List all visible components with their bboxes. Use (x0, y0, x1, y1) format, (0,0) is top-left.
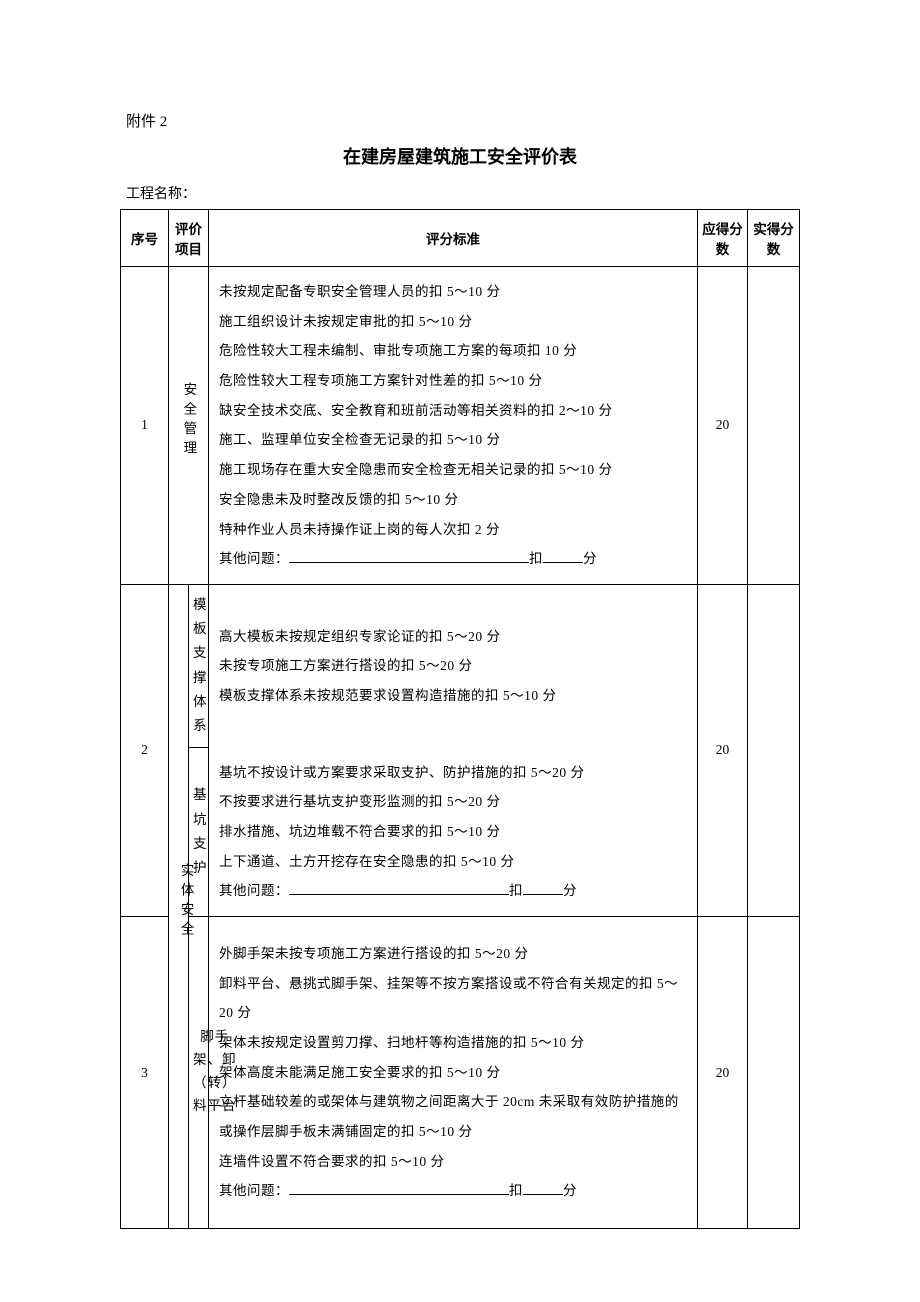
blank-line (289, 1182, 509, 1196)
project-name-label: 工程名称： (126, 183, 800, 203)
criteria-cell: 外脚手架未按专项施工方案进行搭设的扣 5～20 分 卸料平台、悬挑式脚手架、挂架… (209, 916, 698, 1228)
max-cell: 20 (698, 267, 748, 585)
criteria-line: 缺安全技术交底、安全教育和班前活动等相关资料的扣 2～10 分 (219, 396, 687, 426)
header-max: 应得分数 (698, 210, 748, 267)
other-line: 其他问题：扣分 (219, 876, 687, 906)
header-category: 评价项目 (169, 210, 209, 267)
header-criteria: 评分标准 (209, 210, 698, 267)
criteria-line: 立杆基础较差的或架体与建筑物之间距离大于 20cm 未采取有效防护措施的或操作层… (219, 1087, 687, 1146)
criteria-line: 架体高度未能满足施工安全要求的扣 5～10 分 (219, 1058, 687, 1088)
criteria-line: 施工现场存在重大安全隐患而安全检查无相关记录的扣 5～10 分 (219, 455, 687, 485)
criteria-line: 安全隐患未及时整改反馈的扣 5～10 分 (219, 485, 687, 515)
criteria-line: 卸料平台、悬挑式脚手架、挂架等不按方案搭设或不符合有关规定的扣 5～20 分 (219, 969, 687, 1028)
criteria-line: 外脚手架未按专项施工方案进行搭设的扣 5～20 分 (219, 939, 687, 969)
table-row: 1 安全管理 未按规定配备专职安全管理人员的扣 5～10 分 施工组织设计未按规… (121, 267, 800, 585)
criteria-line: 基坑不按设计或方案要求采取支护、防护措施的扣 5～20 分 (219, 758, 687, 788)
criteria-line: 危险性较大工程专项施工方案针对性差的扣 5～10 分 (219, 366, 687, 396)
category-big-cell: 实体安全 (169, 584, 189, 1228)
table-row: 2 实体安全 模板支撑体系 高大模板未按规定组织专家论证的扣 5～20 分 未按… (121, 584, 800, 747)
other-line: 其他问题：扣分 (219, 1176, 687, 1206)
criteria-line: 施工组织设计未按规定审批的扣 5～10 分 (219, 307, 687, 337)
actual-cell (748, 916, 800, 1228)
criteria-line: 架体未按规定设置剪刀撑、扫地杆等构造措施的扣 5～10 分 (219, 1028, 687, 1058)
header-seq: 序号 (121, 210, 169, 267)
actual-cell (748, 267, 800, 585)
criteria-cell: 高大模板未按规定组织专家论证的扣 5～20 分 未按专项施工方案进行搭设的扣 5… (209, 584, 698, 747)
criteria-line: 施工、监理单位安全检查无记录的扣 5～10 分 (219, 425, 687, 455)
category-cell: 安全管理 (169, 267, 209, 585)
criteria-line: 未按规定配备专职安全管理人员的扣 5～10 分 (219, 277, 687, 307)
criteria-line: 模板支撑体系未按规范要求设置构造措施的扣 5～10 分 (219, 681, 687, 711)
criteria-line: 特种作业人员未持操作证上岗的每人次扣 2 分 (219, 515, 687, 545)
header-actual: 实得分数 (748, 210, 800, 267)
other-line: 其他问题：扣分 (219, 544, 687, 574)
blank-line (523, 1182, 563, 1196)
blank-line (289, 882, 509, 896)
criteria-line: 连墙件设置不符合要求的扣 5～10 分 (219, 1147, 687, 1177)
max-cell: 20 (698, 916, 748, 1228)
criteria-cell: 基坑不按设计或方案要求采取支护、防护措施的扣 5～20 分 不按要求进行基坑支护… (209, 748, 698, 917)
max-cell: 20 (698, 584, 748, 916)
seq-cell: 2 (121, 584, 169, 916)
actual-cell (748, 584, 800, 916)
criteria-line: 上下通道、土方开挖存在安全隐患的扣 5～10 分 (219, 847, 687, 877)
header-row: 序号 评价项目 评分标准 应得分数 实得分数 (121, 210, 800, 267)
criteria-line: 排水措施、坑边堆载不符合要求的扣 5～10 分 (219, 817, 687, 847)
criteria-line: 未按专项施工方案进行搭设的扣 5～20 分 (219, 651, 687, 681)
page-title: 在建房屋建筑施工安全评价表 (120, 143, 800, 169)
criteria-line: 高大模板未按规定组织专家论证的扣 5～20 分 (219, 622, 687, 652)
evaluation-table: 序号 评价项目 评分标准 应得分数 实得分数 1 安全管理 未按规定配备专职安全… (120, 209, 800, 1229)
criteria-line: 不按要求进行基坑支护变形监测的扣 5～20 分 (219, 787, 687, 817)
blank-line (523, 882, 563, 896)
seq-cell: 3 (121, 916, 169, 1228)
blank-line (289, 550, 529, 564)
attachment-label: 附件 2 (126, 110, 800, 131)
criteria-line: 危险性较大工程未编制、审批专项施工方案的每项扣 10 分 (219, 336, 687, 366)
seq-cell: 1 (121, 267, 169, 585)
subcategory-cell: 脚手架、卸（转）料平台 (189, 916, 209, 1228)
criteria-cell: 未按规定配备专职安全管理人员的扣 5～10 分 施工组织设计未按规定审批的扣 5… (209, 267, 698, 585)
blank-line (543, 550, 583, 564)
subcategory-cell: 模板支撑体系 (189, 584, 209, 747)
